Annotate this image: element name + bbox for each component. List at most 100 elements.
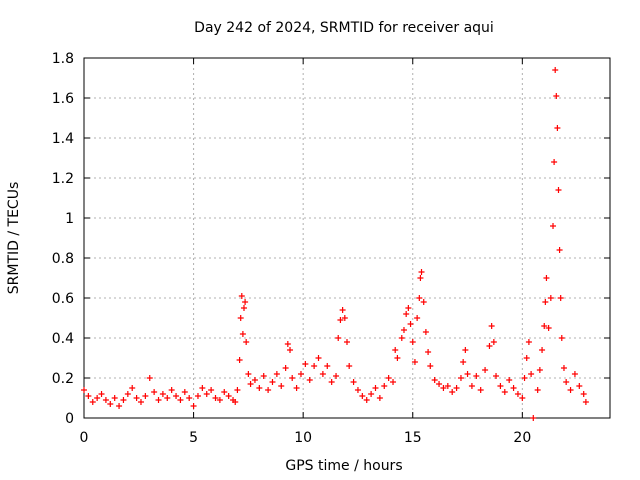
data-point [414, 315, 421, 321]
data-point [558, 335, 565, 341]
data-point [488, 323, 495, 329]
data-point [344, 339, 350, 345]
y-tick-label: 1.8 [52, 51, 74, 67]
data-point [431, 377, 438, 383]
data-point [372, 385, 379, 391]
data-point [552, 67, 559, 73]
data-point [212, 395, 219, 401]
data-point [376, 395, 383, 401]
data-point [247, 381, 254, 387]
data-point [473, 373, 480, 379]
grid-lines [84, 58, 610, 418]
data-point [297, 371, 304, 377]
data-point [436, 381, 443, 387]
data-point [151, 389, 158, 395]
data-point [514, 391, 521, 397]
data-point [208, 387, 215, 393]
data-point [582, 399, 589, 405]
data-point [523, 355, 530, 361]
data-point [324, 363, 331, 369]
data-point [580, 391, 587, 397]
data-point [405, 305, 412, 311]
data-point [107, 401, 114, 407]
data-point [240, 305, 247, 311]
y-tick-label: 0.2 [52, 371, 74, 387]
data-point [335, 335, 342, 341]
data-point [462, 347, 469, 353]
data-point [497, 383, 504, 389]
data-point [302, 361, 309, 367]
data-point [221, 389, 228, 395]
data-point [400, 327, 407, 333]
data-point [256, 385, 263, 391]
data-point [553, 93, 560, 99]
data-point [557, 295, 564, 301]
data-point [468, 383, 475, 389]
data-point [315, 355, 322, 361]
data-point [556, 247, 563, 253]
data-point [245, 371, 252, 377]
data-point [199, 385, 206, 391]
data-point [576, 383, 583, 389]
y-tick-label: 1.6 [52, 91, 74, 107]
data-point [133, 395, 140, 401]
data-point [422, 329, 429, 335]
data-point [85, 393, 92, 399]
data-point [486, 343, 493, 349]
data-point [242, 299, 249, 305]
data-point [146, 375, 153, 381]
x-tick-label: 20 [513, 430, 531, 446]
data-point [333, 373, 340, 379]
data-point [350, 379, 357, 385]
data-point [287, 347, 294, 353]
data-point [394, 355, 401, 361]
data-point [425, 349, 432, 355]
data-point [311, 363, 318, 369]
x-tick-label: 0 [80, 430, 89, 446]
data-point [124, 391, 131, 397]
data-point [363, 397, 370, 403]
data-point [525, 339, 532, 345]
y-tick-label: 0.6 [52, 291, 74, 307]
data-point [269, 379, 276, 385]
data-point [551, 159, 558, 165]
data-point [482, 367, 489, 373]
y-tick-label: 1 [65, 211, 74, 227]
data-point [519, 395, 526, 401]
data-point [506, 377, 513, 383]
data-point [409, 339, 416, 345]
data-point [111, 395, 118, 401]
x-tick-label: 15 [404, 430, 422, 446]
data-point [464, 371, 471, 377]
data-point [542, 299, 549, 305]
data-point [278, 383, 285, 389]
data-point [265, 387, 272, 393]
data-point [398, 335, 405, 341]
data-point [239, 331, 246, 337]
data-point [319, 371, 326, 377]
data-point [411, 359, 418, 365]
data-point [142, 393, 149, 399]
data-point [341, 315, 348, 321]
data-point [243, 339, 250, 345]
data-point [563, 379, 570, 385]
data-point [453, 385, 460, 391]
data-point [390, 379, 397, 385]
data-point [534, 387, 541, 393]
data-point [337, 317, 344, 323]
data-point [444, 383, 451, 389]
data-point [339, 307, 346, 313]
data-point [232, 399, 239, 405]
y-tick-labels: 0 0.2 0.4 0.6 0.8 1 1.2 1.4 1.6 1.8 [52, 51, 74, 427]
data-point [102, 397, 109, 403]
data-point [284, 341, 291, 347]
data-point [354, 387, 361, 393]
data-point [392, 347, 399, 353]
data-point [510, 385, 517, 391]
data-point [116, 403, 123, 409]
data-point [282, 365, 289, 371]
data-point [427, 363, 434, 369]
axis-ticks [83, 57, 610, 419]
chart-title: Day 242 of 2024, SRMTID for receiver aqu… [194, 20, 494, 36]
